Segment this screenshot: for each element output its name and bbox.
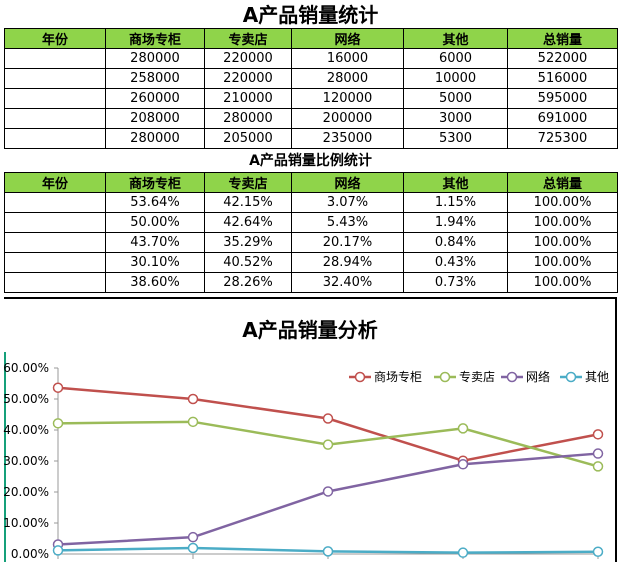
- table-cell: 20.17%: [291, 232, 404, 253]
- table-cell: 28000: [291, 68, 404, 89]
- data-point: [457, 547, 469, 558]
- legend-label: 商场专柜: [374, 369, 422, 384]
- chart-panel: [4, 297, 617, 562]
- y-tick-label: 10.00%: [3, 516, 49, 530]
- table-header-row: 年份 商场专柜 专卖店 网络 其他 总销量: [4, 28, 618, 49]
- data-point: [592, 429, 604, 440]
- data-point: [187, 416, 199, 428]
- data-point: [52, 382, 64, 393]
- table-row: 38.60% 28.26% 32.40% 0.73% 100.00%: [4, 272, 618, 293]
- table-cell: 100.00%: [507, 192, 618, 213]
- table-cell: 220000: [204, 68, 292, 89]
- column-header: 商场专柜: [105, 172, 205, 193]
- table-row: 260000 210000 120000 5000 595000: [4, 88, 618, 109]
- table-cell: 38.60%: [105, 272, 205, 293]
- y-tick-label: 0.00%: [11, 547, 49, 561]
- table-cell: 53.64%: [105, 192, 205, 213]
- column-header: 其他: [403, 28, 508, 49]
- data-point: [322, 439, 334, 450]
- column-header: 商场专柜: [105, 28, 205, 49]
- data-point: [322, 546, 334, 557]
- column-header: 年份: [4, 172, 106, 193]
- table-cell: 28.26%: [204, 272, 292, 293]
- y-tick-label: 40.00%: [3, 423, 49, 437]
- table1-title: A产品销量统计: [242, 3, 379, 27]
- data-point: [52, 545, 64, 556]
- y-tick-label: 50.00%: [3, 392, 49, 406]
- ratio-table: 年份 商场专柜 专卖店 网络 其他 总销量 53.64% 42.15% 3.07% 1.15% 1…: [4, 172, 618, 293]
- table-row: 280000 205000 235000 5300 725300: [4, 128, 618, 149]
- table2-title: A产品销量比例统计: [249, 153, 372, 169]
- data-point: [187, 531, 199, 543]
- table-cell: 100.00%: [507, 252, 618, 273]
- legend-marker: [565, 371, 577, 383]
- column-header: 总销量: [507, 172, 618, 193]
- table-cell: 595000: [507, 88, 618, 109]
- y-tick-label: 20.00%: [3, 485, 49, 499]
- table-cell: 280000: [105, 128, 205, 149]
- data-point: [592, 546, 604, 557]
- column-header: 其他: [403, 172, 508, 193]
- table-cell: 5000: [403, 88, 508, 109]
- column-header: 专卖店: [204, 172, 292, 193]
- data-point: [322, 486, 334, 497]
- table-header-row: 年份 商场专柜 专卖店 网络 其他 总销量: [4, 172, 618, 193]
- chart-title: A产品销量分析: [242, 318, 377, 342]
- legend-marker: [354, 371, 366, 383]
- y-tick-label: 30.00%: [3, 454, 49, 468]
- data-point: [322, 413, 334, 424]
- table-cell: 100.00%: [507, 272, 618, 293]
- chart-edge: [4, 352, 6, 562]
- data-point: [187, 542, 199, 554]
- legend-label: 其他: [585, 370, 609, 384]
- legend-marker: [439, 371, 451, 383]
- data-point: [457, 423, 469, 434]
- series-line: [57, 452, 599, 546]
- data-point: [457, 459, 469, 470]
- column-header: 总销量: [507, 28, 618, 49]
- data-point: [592, 461, 604, 472]
- table-cell: 30.10%: [105, 252, 205, 273]
- table-cell: 0.73%: [403, 272, 508, 293]
- sales-table: 年份 商场专柜 专卖店 网络 其他 总销量 280000 220000 16000 6000 52…: [4, 28, 618, 149]
- data-point: [187, 393, 199, 405]
- legend-label: 专卖店: [459, 369, 495, 384]
- data-point: [52, 418, 64, 429]
- legend-label: 网络: [526, 369, 550, 384]
- table-cell: 1.15%: [403, 192, 508, 213]
- y-tick-label: 60.00%: [3, 361, 49, 375]
- table-cell: 5300: [403, 128, 508, 149]
- table-row: 50.00% 42.64% 5.43% 1.94% 100.00%: [4, 212, 618, 233]
- data-point: [592, 448, 604, 459]
- table-cell: 10000: [403, 68, 508, 89]
- table-row: 258000 220000 28000 10000 516000: [4, 68, 618, 89]
- table-cell: 3.07%: [291, 192, 404, 213]
- table-cell: 725300: [507, 128, 618, 149]
- legend-marker: [506, 371, 518, 383]
- table-cell: 235000: [291, 128, 404, 149]
